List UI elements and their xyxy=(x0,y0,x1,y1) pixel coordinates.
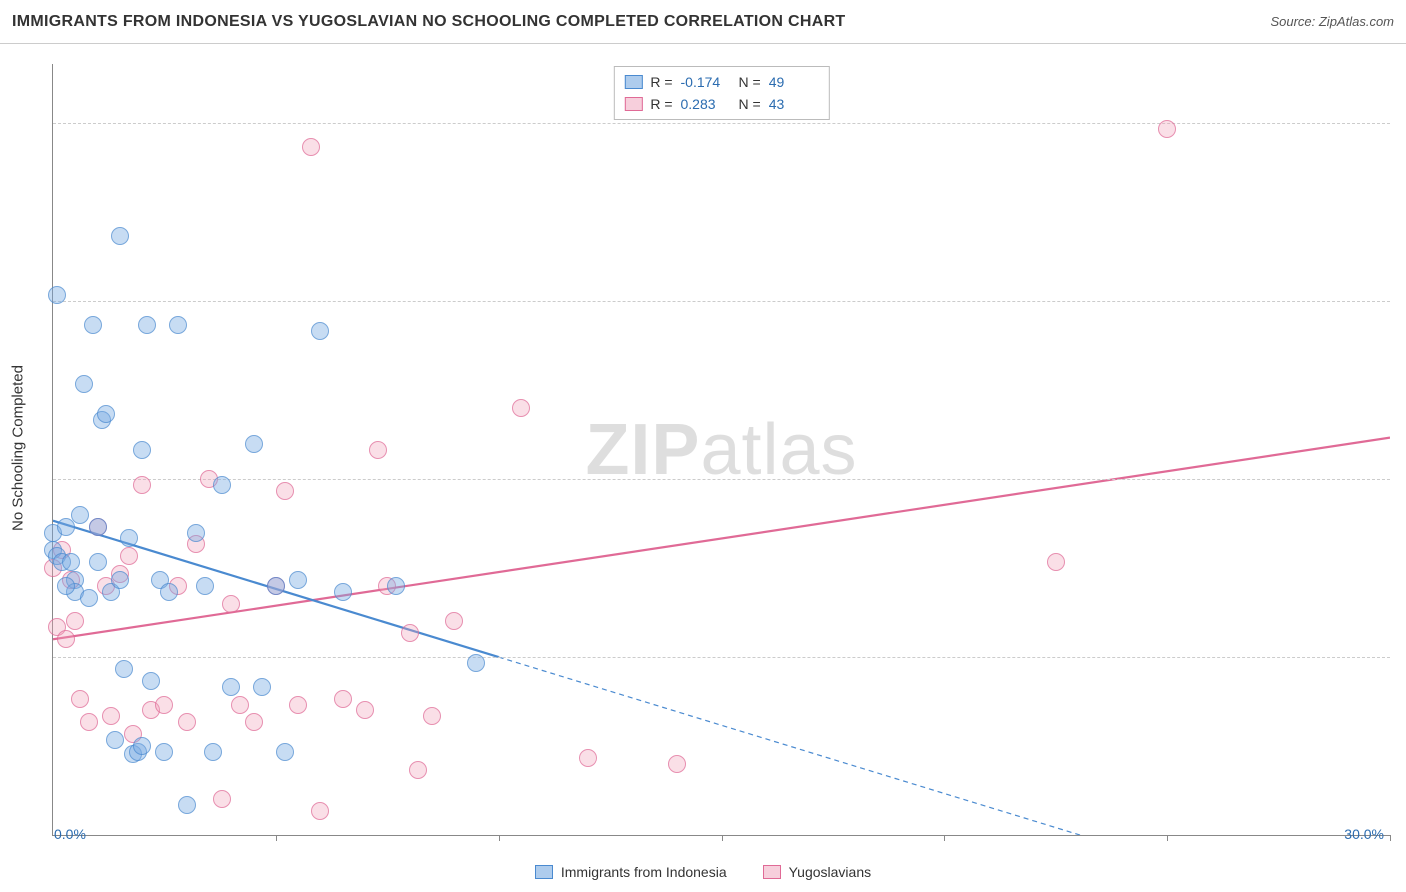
scatter-point xyxy=(155,743,173,761)
scatter-point xyxy=(196,577,214,595)
scatter-point xyxy=(48,286,66,304)
scatter-point xyxy=(302,138,320,156)
scatter-point xyxy=(84,316,102,334)
scatter-point xyxy=(356,701,374,719)
gridline xyxy=(53,479,1390,480)
scatter-point xyxy=(120,547,138,565)
scatter-point xyxy=(155,696,173,714)
scatter-point xyxy=(401,624,419,642)
scatter-point xyxy=(187,524,205,542)
scatter-point xyxy=(80,713,98,731)
scatter-point xyxy=(311,322,329,340)
scatter-point xyxy=(57,630,75,648)
scatter-point xyxy=(89,518,107,536)
scatter-point xyxy=(133,476,151,494)
scatter-point xyxy=(120,529,138,547)
scatter-point xyxy=(102,707,120,725)
scatter-point xyxy=(334,583,352,601)
scatter-point xyxy=(222,595,240,613)
swatch-blue-icon xyxy=(535,865,553,879)
scatter-point xyxy=(106,731,124,749)
scatter-point xyxy=(387,577,405,595)
scatter-point xyxy=(160,583,178,601)
scatter-point xyxy=(289,571,307,589)
x-tick xyxy=(1167,835,1168,841)
scatter-point xyxy=(369,441,387,459)
scatter-point xyxy=(1047,553,1065,571)
scatter-point xyxy=(222,678,240,696)
chart-title: IMMIGRANTS FROM INDONESIA VS YUGOSLAVIAN… xyxy=(12,13,846,31)
swatch-pink-icon xyxy=(624,97,642,111)
series-legend: Immigrants from Indonesia Yugoslavians xyxy=(0,852,1406,892)
chart-header: IMMIGRANTS FROM INDONESIA VS YUGOSLAVIAN… xyxy=(0,0,1406,44)
x-tick xyxy=(276,835,277,841)
scatter-point xyxy=(57,577,75,595)
gridline xyxy=(53,657,1390,658)
scatter-point xyxy=(213,790,231,808)
x-tick xyxy=(499,835,500,841)
scatter-point xyxy=(409,761,427,779)
legend-item-pink: Yugoslavians xyxy=(763,864,872,880)
scatter-point xyxy=(512,399,530,417)
source-label: Source: ZipAtlas.com xyxy=(1270,14,1394,29)
scatter-point xyxy=(66,612,84,630)
chart-area: No Schooling Completed ZIPatlas R = -0.1… xyxy=(0,44,1406,852)
x-axis-min-label: 0.0% xyxy=(54,826,86,842)
scatter-point xyxy=(142,672,160,690)
scatter-point xyxy=(334,690,352,708)
y-axis-title: No Schooling Completed xyxy=(10,365,27,531)
swatch-blue-icon xyxy=(624,75,642,89)
x-tick xyxy=(944,835,945,841)
scatter-point xyxy=(213,476,231,494)
scatter-point xyxy=(71,506,89,524)
scatter-point xyxy=(245,435,263,453)
scatter-point xyxy=(276,743,294,761)
scatter-point xyxy=(75,375,93,393)
scatter-point xyxy=(62,553,80,571)
scatter-point xyxy=(467,654,485,672)
scatter-point xyxy=(245,713,263,731)
scatter-point xyxy=(204,743,222,761)
scatter-point xyxy=(80,589,98,607)
scatter-point xyxy=(133,441,151,459)
gridline xyxy=(53,123,1390,124)
scatter-point xyxy=(178,713,196,731)
swatch-pink-icon xyxy=(763,865,781,879)
x-tick xyxy=(1390,835,1391,841)
scatter-point xyxy=(445,612,463,630)
scatter-point xyxy=(311,802,329,820)
scatter-point xyxy=(169,316,187,334)
plot-region: ZIPatlas R = -0.174 N = 49 R = 0.283 N =… xyxy=(52,64,1390,836)
x-tick xyxy=(722,835,723,841)
scatter-point xyxy=(423,707,441,725)
gridline xyxy=(53,301,1390,302)
scatter-point xyxy=(267,577,285,595)
scatter-point xyxy=(115,660,133,678)
scatter-point xyxy=(253,678,271,696)
x-axis-max-label: 30.0% xyxy=(1344,826,1384,842)
scatter-point xyxy=(289,696,307,714)
scatter-point xyxy=(276,482,294,500)
scatter-point xyxy=(178,796,196,814)
scatter-point xyxy=(111,571,129,589)
scatter-point xyxy=(668,755,686,773)
scatter-point xyxy=(138,316,156,334)
scatter-point xyxy=(71,690,89,708)
scatter-point xyxy=(97,405,115,423)
scatter-point xyxy=(111,227,129,245)
scatter-point xyxy=(579,749,597,767)
correlation-legend: R = -0.174 N = 49 R = 0.283 N = 43 xyxy=(613,66,829,120)
scatter-point xyxy=(89,553,107,571)
scatter-point xyxy=(231,696,249,714)
legend-item-blue: Immigrants from Indonesia xyxy=(535,864,727,880)
scatter-point xyxy=(133,737,151,755)
scatter-point xyxy=(1158,120,1176,138)
